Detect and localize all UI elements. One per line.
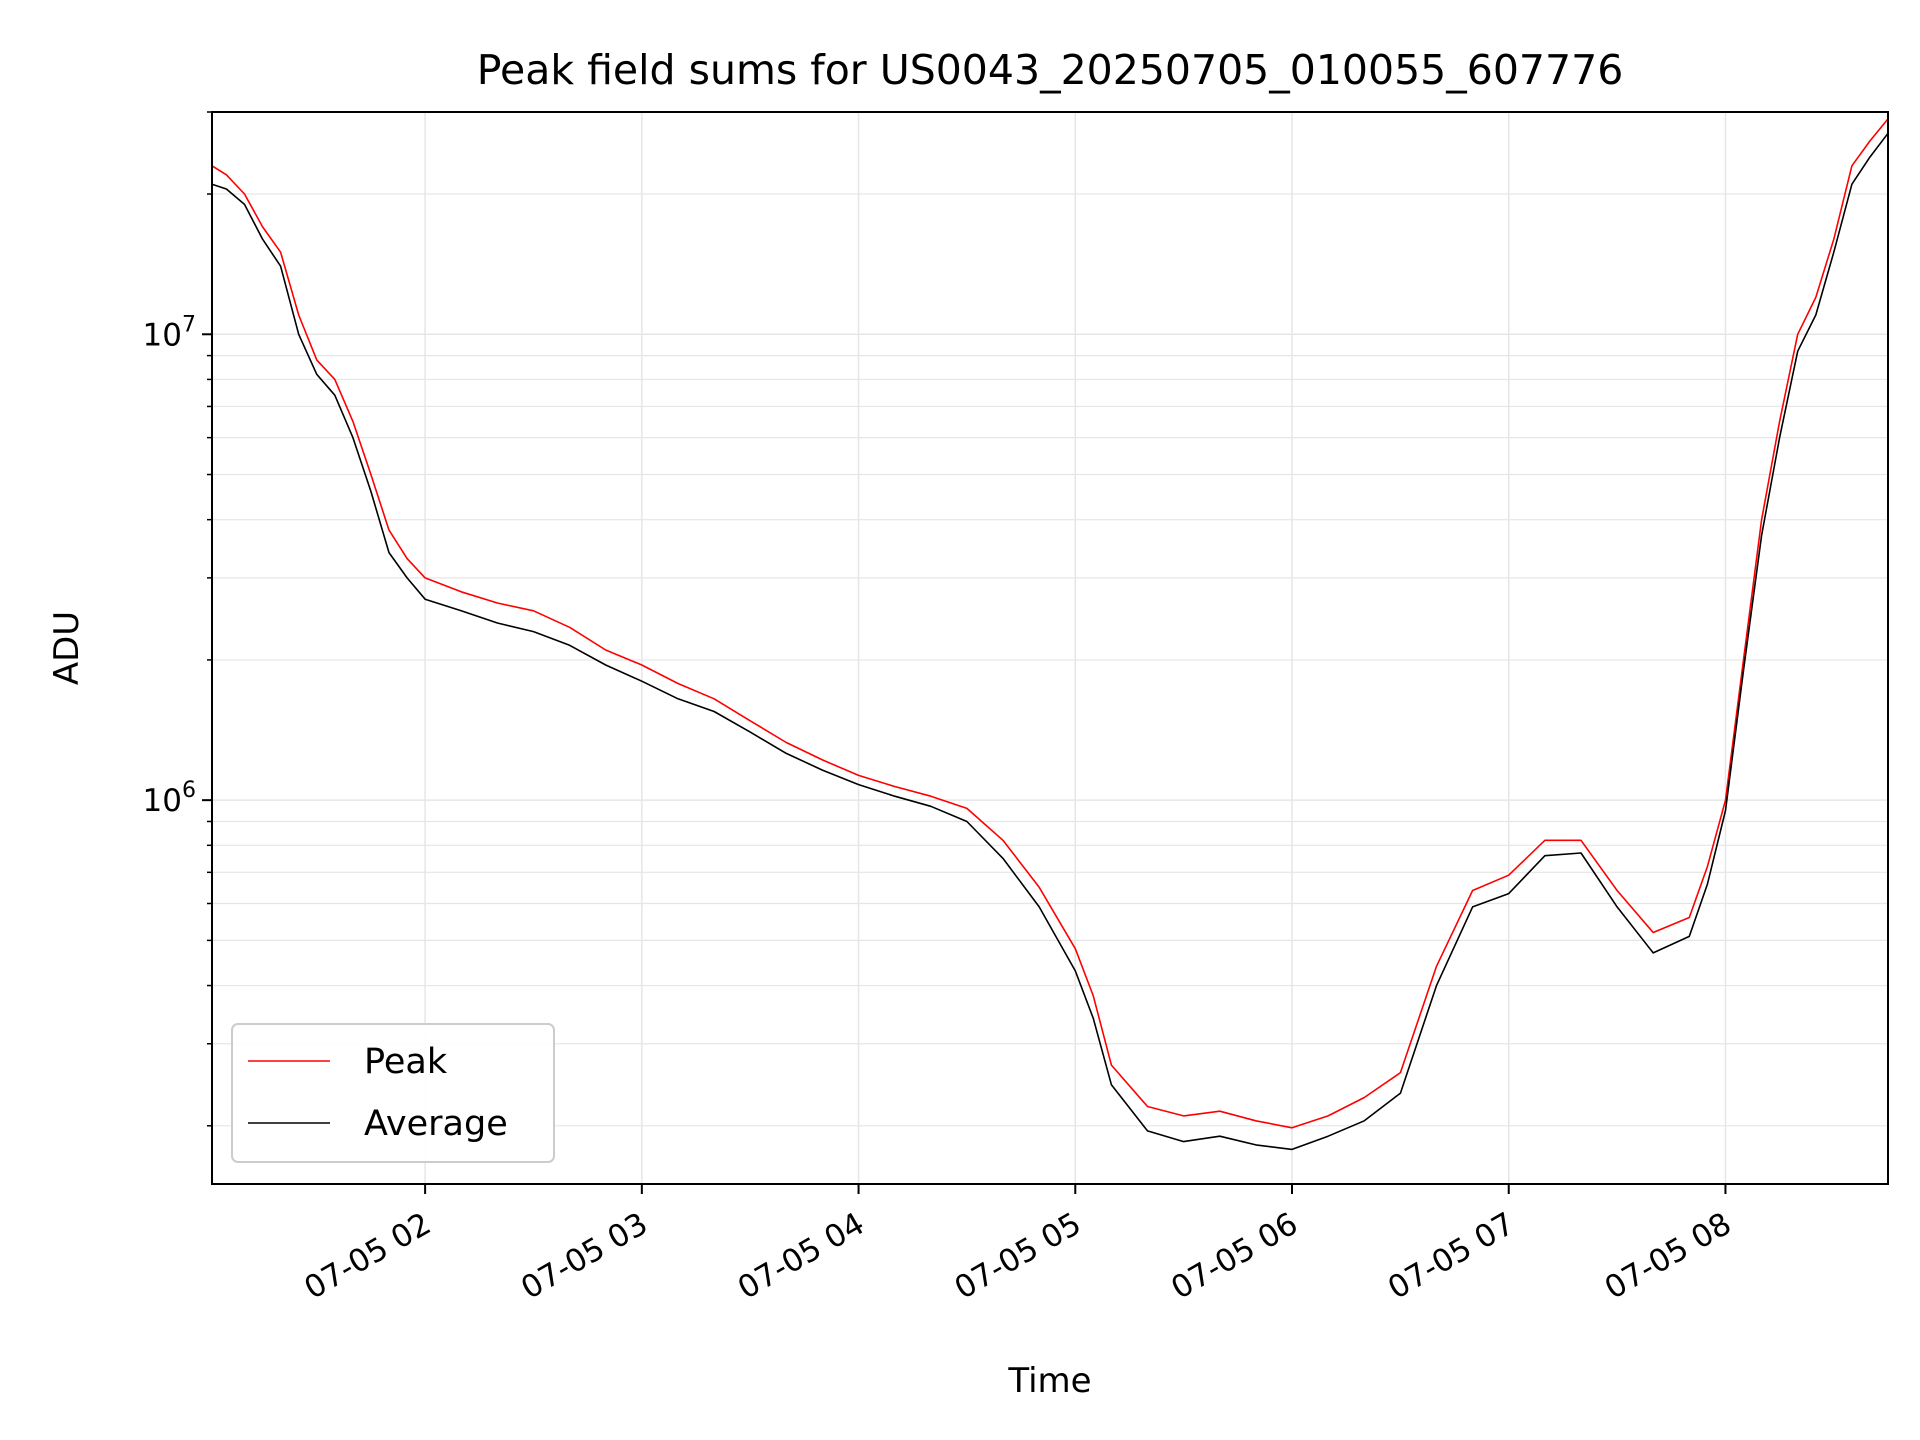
y-tick-label: 106 xyxy=(143,778,196,819)
legend: Peak Average xyxy=(231,1023,555,1163)
legend-box xyxy=(231,1023,555,1163)
legend-average-label: Average xyxy=(364,1104,508,1144)
chart-title: Peak field sums for US0043_20250705_0100… xyxy=(477,46,1624,94)
y-axis-label: ADU xyxy=(47,611,87,685)
legend-peak-label: Peak xyxy=(364,1042,448,1082)
peak-series-line xyxy=(211,118,1889,1129)
x-axis-label: Time xyxy=(1007,1361,1091,1401)
grid xyxy=(212,111,1888,1184)
average-series-line xyxy=(211,132,1889,1151)
y-tick-label: 107 xyxy=(143,312,196,353)
plot-frame xyxy=(211,111,1889,1185)
series-layer xyxy=(211,118,1889,1151)
